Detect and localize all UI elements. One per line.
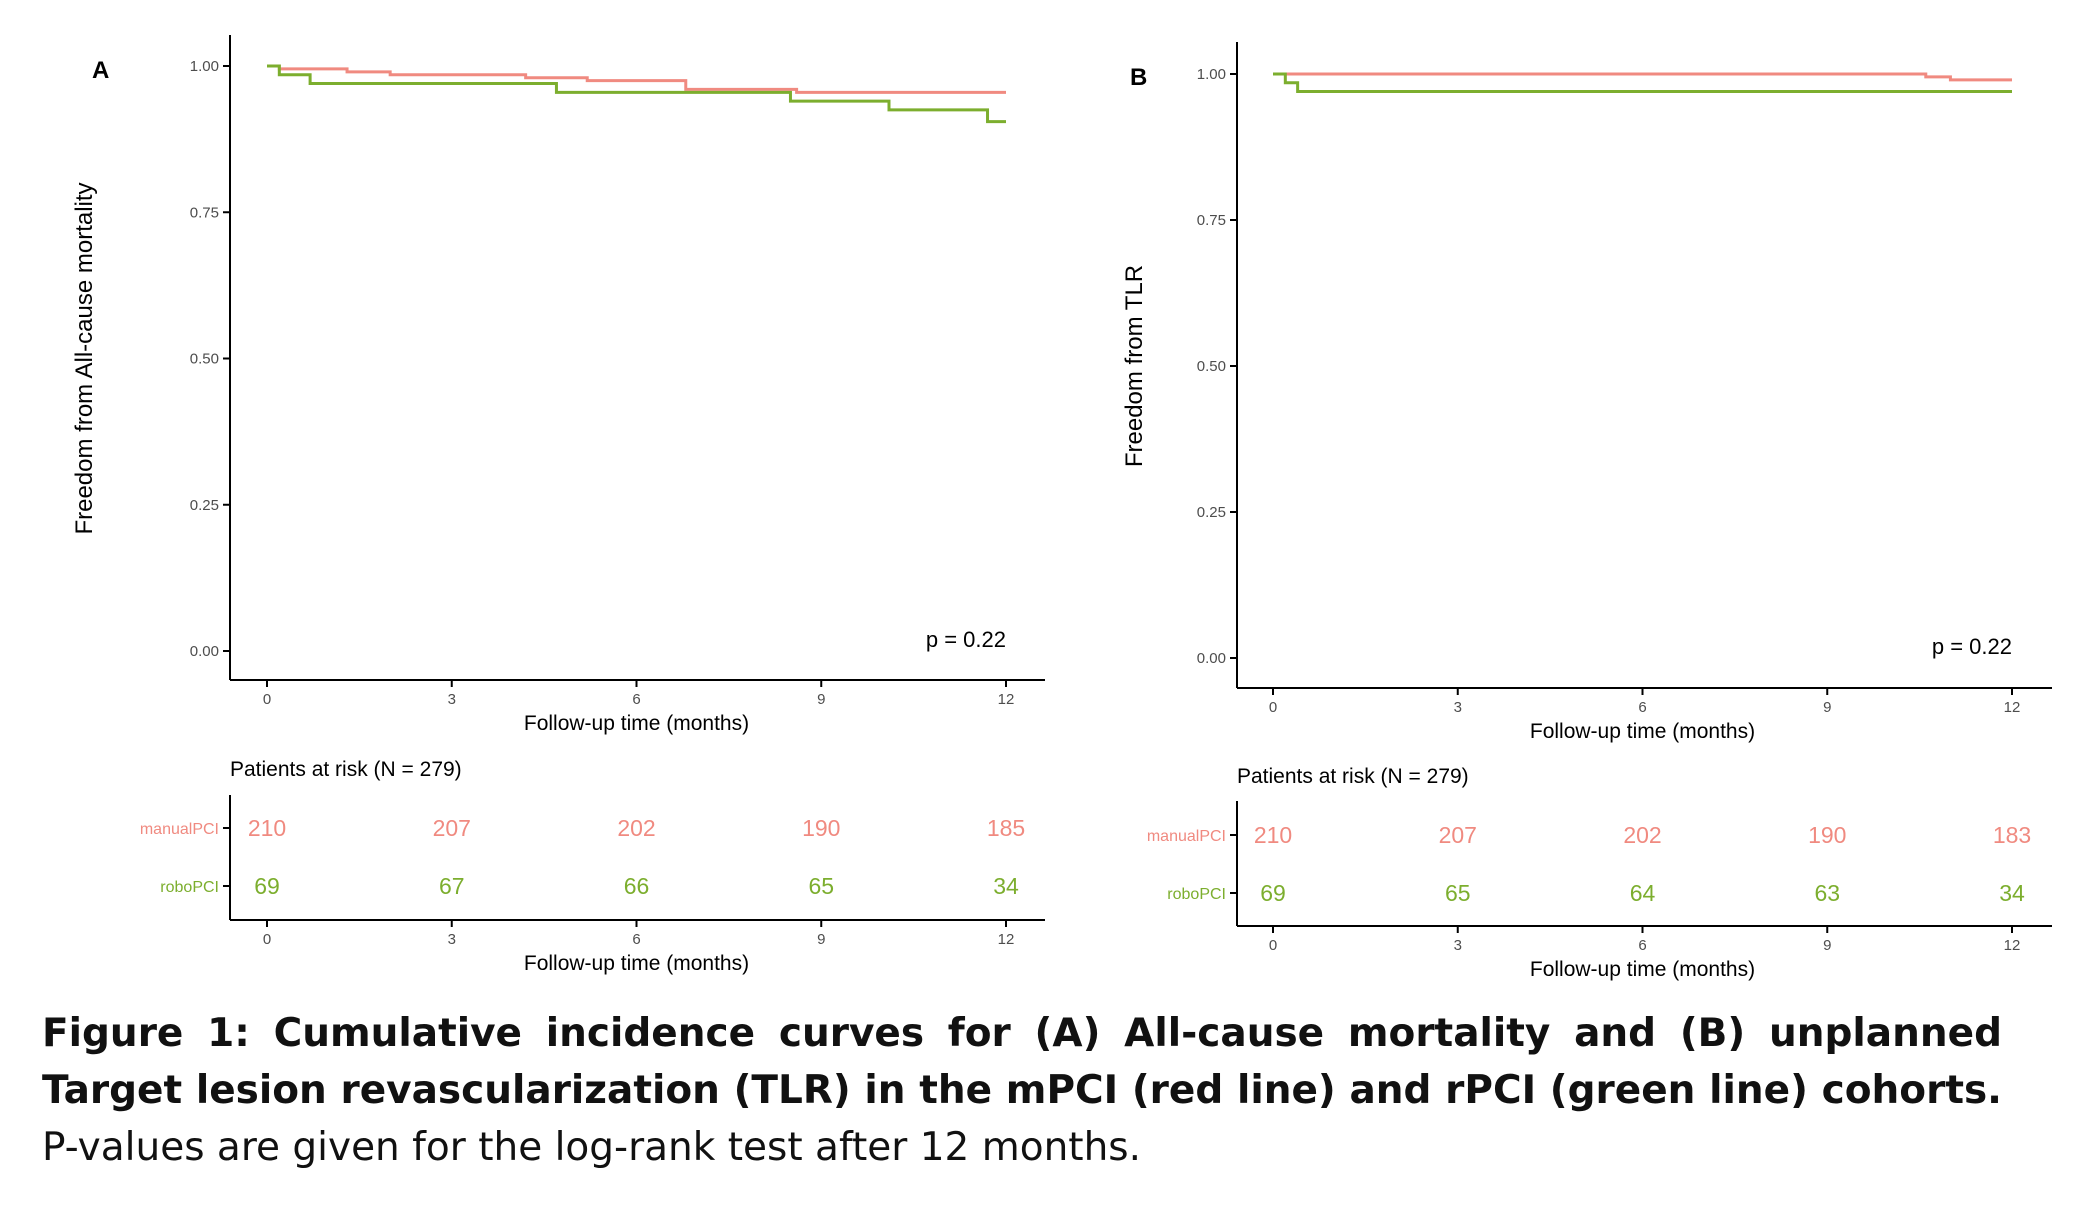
panel-label: A (92, 57, 109, 84)
risk-count: 207 (433, 815, 471, 841)
y-tick-label: 1.00 (190, 58, 219, 75)
caption-normal: P-values are given for the log-rank test… (42, 1125, 1142, 1170)
risk-x-axis-title: Follow-up time (months) (1530, 958, 1755, 981)
risk-x-tick-label: 3 (1454, 937, 1462, 954)
risk-row-name: roboPCI (160, 879, 219, 896)
curve-roboPCI (267, 64, 1006, 124)
y-tick-label: 0.50 (1197, 358, 1226, 375)
risk-x-tick-label: 3 (448, 931, 456, 948)
x-tick-label: 6 (1638, 699, 1646, 716)
curve-manualPCI (267, 64, 1006, 94)
risk-count: 34 (993, 873, 1019, 899)
x-tick-label: 3 (1454, 699, 1462, 716)
risk-count: 34 (1999, 880, 2025, 906)
caption-bold: Figure 1: Cumulative incidence curves fo… (42, 1011, 2002, 1113)
risk-count: 69 (1260, 880, 1286, 906)
risk-count: 64 (1630, 880, 1656, 906)
y-tick-label: 0.75 (1197, 212, 1226, 229)
risk-x-tick-label: 12 (2004, 937, 2021, 954)
y-tick-label: 0.25 (190, 497, 219, 514)
y-tick-label: 0.75 (190, 204, 219, 221)
risk-x-tick-label: 6 (1638, 937, 1646, 954)
risk-x-tick-label: 9 (1823, 937, 1831, 954)
risk-x-tick-label: 0 (263, 931, 271, 948)
x-tick-label: 3 (448, 691, 456, 708)
y-axis-title: Freedom from All-cause mortality (71, 182, 98, 534)
risk-count: 207 (1439, 822, 1477, 848)
y-tick-label: 1.00 (1197, 66, 1226, 83)
risk-count: 202 (617, 815, 655, 841)
risk-count: 190 (1808, 822, 1846, 848)
y-tick-label: 0.50 (190, 351, 219, 368)
figure-caption: Figure 1: Cumulative incidence curves fo… (42, 1005, 2002, 1176)
p-value: p = 0.22 (1932, 634, 2012, 659)
risk-count: 210 (248, 815, 286, 841)
risk-count: 202 (1623, 822, 1661, 848)
x-tick-label: 9 (817, 691, 825, 708)
risk-row-name: roboPCI (1167, 886, 1226, 903)
x-axis-title: Follow-up time (months) (1530, 720, 1755, 743)
risk-count: 66 (624, 873, 650, 899)
risk-x-tick-label: 9 (817, 931, 825, 948)
curve-roboPCI (1273, 72, 2012, 94)
risk-count: 183 (1993, 822, 2031, 848)
risk-count: 190 (802, 815, 840, 841)
curve-manualPCI (1273, 72, 2012, 82)
risk-count: 69 (254, 873, 280, 899)
risk-x-tick-label: 12 (998, 931, 1015, 948)
risk-row-name: manualPCI (140, 821, 219, 838)
y-tick-label: 0.00 (190, 643, 219, 660)
risk-table-title: Patients at risk (N = 279) (1237, 765, 1469, 788)
risk-count: 65 (808, 873, 834, 899)
risk-x-tick-label: 0 (1269, 937, 1277, 954)
x-tick-label: 9 (1823, 699, 1831, 716)
y-tick-label: 0.00 (1197, 650, 1226, 667)
panel-label: B (1130, 64, 1147, 91)
risk-count: 67 (439, 873, 465, 899)
risk-count: 65 (1445, 880, 1471, 906)
risk-count: 210 (1254, 822, 1292, 848)
x-axis-title: Follow-up time (months) (524, 712, 749, 735)
risk-count: 63 (1814, 880, 1840, 906)
x-tick-label: 0 (263, 691, 271, 708)
risk-row-name: manualPCI (1147, 828, 1226, 845)
p-value: p = 0.22 (926, 627, 1006, 652)
risk-count: 185 (987, 815, 1025, 841)
x-tick-label: 0 (1269, 699, 1277, 716)
risk-x-axis-title: Follow-up time (months) (524, 952, 749, 975)
y-axis-title: Freedom from TLR (1121, 265, 1148, 467)
x-tick-label: 12 (2004, 699, 2021, 716)
x-tick-label: 6 (632, 691, 640, 708)
risk-x-tick-label: 6 (632, 931, 640, 948)
y-tick-label: 0.25 (1197, 504, 1226, 521)
x-tick-label: 12 (998, 691, 1015, 708)
risk-table-title: Patients at risk (N = 279) (230, 758, 462, 781)
